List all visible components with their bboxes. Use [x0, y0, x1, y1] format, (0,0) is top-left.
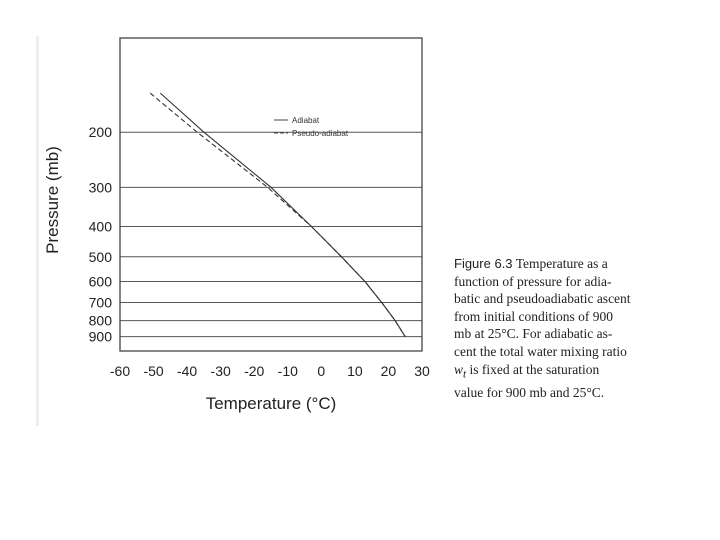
caption-line-8: value for 900 mb and 25°C.	[454, 384, 605, 400]
caption-symbol-subscript: t	[463, 368, 467, 381]
caption-line-7: is fixed at the saturation	[466, 361, 600, 377]
series-lines	[149, 92, 406, 337]
caption-line-4: from initial conditions of 900	[454, 308, 613, 324]
x-tick--50: -50	[143, 363, 163, 379]
x-tick-30: 30	[414, 363, 430, 379]
figure-caption: Figure 6.3 Temperature as a function of …	[454, 255, 684, 401]
y-tick-900: 900	[89, 329, 113, 345]
x-tick-20: 20	[381, 363, 397, 379]
caption-line-5: mb at 25°C. For adiabatic as-	[454, 326, 613, 342]
y-tick-800: 800	[89, 313, 113, 329]
caption-symbol-w: w	[454, 361, 464, 377]
legend: Adiabat Pseudo-adiabat	[274, 116, 349, 138]
y-tick-700: 700	[89, 295, 113, 311]
caption-figure-label: Figure 6.3	[454, 256, 513, 271]
x-tick--60: -60	[110, 363, 130, 379]
x-tick-10: 10	[347, 363, 363, 379]
y-tick-200: 200	[89, 124, 113, 140]
caption-line-2: function of pressure for adia-	[454, 273, 612, 289]
y-axis-title: Pressure (mb)	[43, 146, 62, 254]
scan-edge	[36, 36, 39, 426]
legend-label-pseudo-adiabat: Pseudo-adiabat	[292, 129, 349, 138]
series-line-adiabat	[159, 92, 406, 337]
x-tick--20: -20	[244, 363, 264, 379]
legend-label-adiabat: Adiabat	[292, 116, 320, 125]
x-tick--10: -10	[278, 363, 298, 379]
x-tick-labels: -60 -50 -40 -30 -20 -10 0 10 20 30	[110, 363, 430, 379]
x-tick--40: -40	[177, 363, 197, 379]
caption-line-3: batic and pseudoadiabatic ascent	[454, 291, 631, 307]
caption-line-6: cent the total water mixing ratio	[454, 343, 627, 359]
y-tick-400: 400	[89, 218, 113, 234]
caption-line-1: Temperature as a	[515, 256, 608, 271]
plot-frame	[119, 37, 423, 352]
y-tick-300: 300	[89, 179, 113, 195]
x-tick-0: 0	[317, 363, 325, 379]
x-axis-title: Temperature (°C)	[206, 394, 337, 413]
y-tick-600: 600	[89, 274, 113, 290]
y-tick-500: 500	[89, 249, 113, 265]
grid-lines	[120, 131, 422, 338]
series-line-pseudo-adiabat	[149, 92, 406, 337]
x-tick--30: -30	[211, 363, 231, 379]
